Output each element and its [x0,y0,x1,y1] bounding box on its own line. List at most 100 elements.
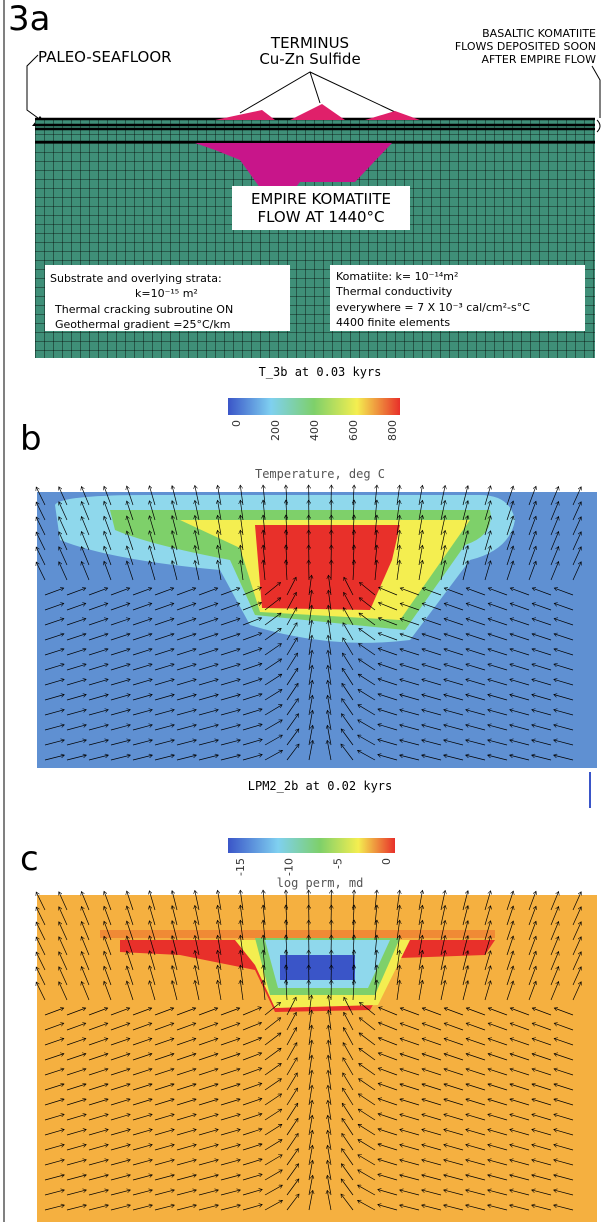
flow-arrow [400,1114,420,1121]
flow-arrow [36,547,46,566]
flow-arrow [132,679,152,686]
flow-arrow [510,1175,530,1181]
flow-arrow [488,588,508,596]
flow-arrow [154,1205,174,1211]
flow-arrow [342,1088,354,1106]
flow-arrow [264,750,283,761]
flow-arrow [264,1154,282,1166]
flow-arrow [554,619,574,626]
flow-arrow [286,980,287,1001]
panel-label: 3a [8,0,50,39]
flow-arrow [88,1008,108,1016]
flow-arrow [127,951,134,971]
flow-arrow [44,679,64,686]
flow-arrow [198,1054,218,1061]
flow-arrow [466,1114,486,1121]
flow-arrow [400,619,420,626]
flow-arrow [358,689,376,701]
label-box [330,265,585,331]
flow-arrow [488,1205,508,1211]
flow-arrow [172,531,178,551]
flow-arrow [286,1179,299,1196]
flow-arrow [198,588,218,596]
flow-arrow [444,695,464,701]
flow-arrow [400,1008,420,1016]
flow-arrow [176,1205,196,1211]
flow-arrow [176,695,196,701]
flow-arrow [554,1160,574,1166]
flow-arrow [418,485,422,506]
flow-arrow [220,695,240,701]
flow-arrow [44,1099,64,1106]
flow-arrow [127,531,134,551]
flow-arrow [342,653,354,671]
flow-arrow [36,937,46,956]
flow-arrow [308,650,312,671]
flow-arrow [379,1007,398,1016]
flow-arrow [462,906,468,926]
contour [255,525,400,610]
label: BASALTIC KOMATIITE [482,27,596,40]
flow-arrow [532,1160,552,1166]
flow-arrow [88,695,108,701]
flow-arrow [104,981,112,1001]
flow-arrow [132,1145,152,1151]
flow-arrow [532,649,552,656]
flow-arrow [154,679,174,686]
colorbar-tick-label: 0 [230,420,243,427]
flow-arrow [36,982,46,1001]
flow-arrow [462,921,468,941]
colorbar-title: Temperature, deg C [255,467,385,481]
flow-arrow [572,532,581,551]
flow-arrow [378,1023,398,1031]
flow-arrow [154,619,174,626]
flow-arrow [198,1084,218,1091]
flow-arrow [532,1069,552,1076]
flow-arrow [44,649,64,656]
colorbar-tick-label: 800 [386,420,399,441]
flow-arrow [506,906,513,926]
flow-arrow [195,485,200,506]
flow-arrow [422,1160,442,1166]
flow-arrow [466,679,486,686]
flow-arrow [554,1099,574,1106]
flow-arrow [154,1023,174,1031]
flow-arrow [132,1084,152,1091]
flow-arrow [88,1190,108,1196]
flow-arrow [149,546,156,566]
flow-arrow [466,664,486,671]
flow-arrow [466,1160,486,1166]
flow-arrow [422,1054,442,1061]
flow-arrow [554,679,574,686]
flow-arrow [510,1190,530,1196]
flow-arrow [104,906,112,926]
flow-arrow [308,1085,312,1106]
flow-arrow [400,1205,420,1211]
flow-arrow [88,1129,108,1136]
flow-arrow [127,486,134,506]
flow-arrow [532,1099,552,1106]
flow-arrow [418,500,422,521]
flow-arrow [88,1023,108,1031]
flow-arrow [286,997,296,1016]
flow-arrow [422,755,442,761]
flow-arrow [110,725,130,731]
flow-arrow [220,1160,240,1166]
flow-arrow [36,907,46,926]
flow-arrow [198,725,218,731]
flow-arrow [375,560,377,581]
flow-arrow [132,1160,152,1166]
colorbar [228,838,395,853]
flow-arrow [328,695,332,716]
flow-arrow [462,966,468,986]
flow-arrow [132,725,152,731]
flow-arrow [88,679,108,686]
flow-arrow [59,952,68,971]
flow-arrow [66,1099,86,1106]
flow-arrow [328,1130,332,1151]
flow-arrow [466,1038,486,1046]
flow-arrow [462,891,468,911]
flow-arrow [341,1179,354,1196]
flow-arrow [66,634,86,641]
flow-arrow [81,937,90,956]
